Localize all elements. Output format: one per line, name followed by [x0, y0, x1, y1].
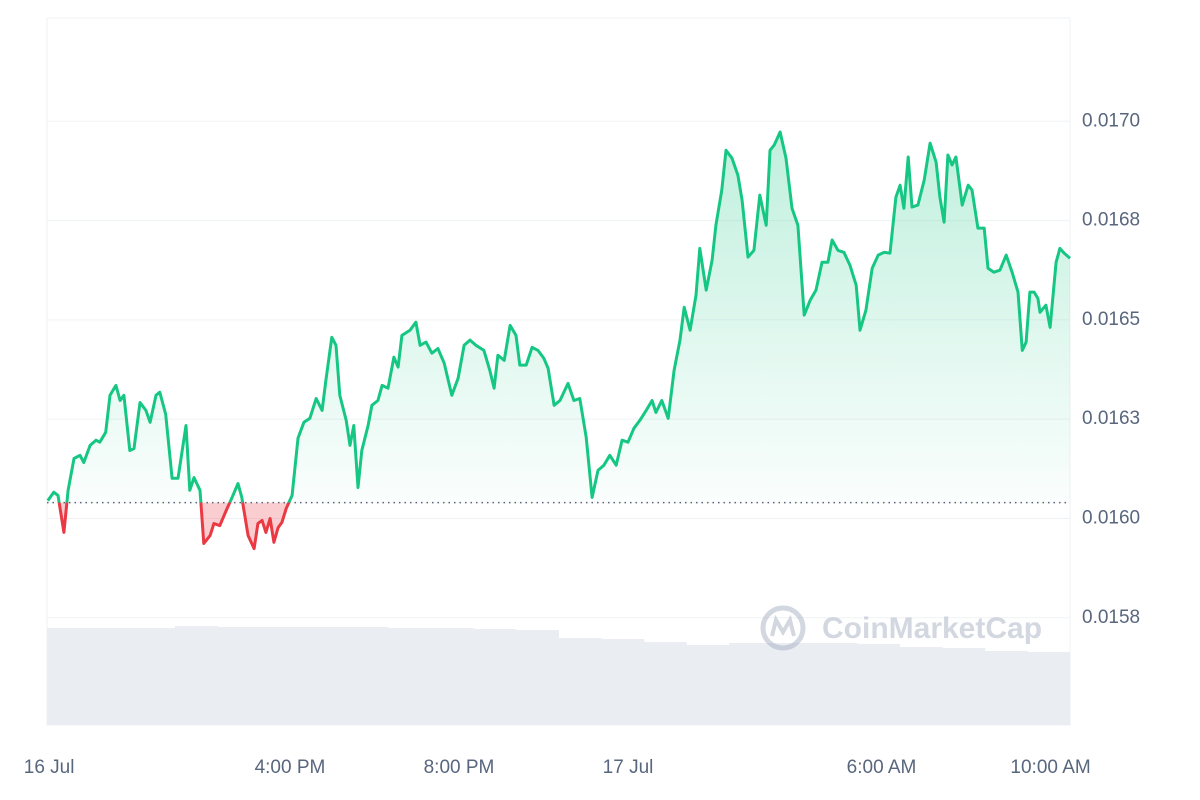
y-tick-label: 0.0158	[1082, 607, 1140, 628]
y-tick-label: 0.0168	[1082, 210, 1140, 231]
volume-bar	[217, 627, 261, 725]
volume-bar	[260, 627, 304, 725]
volume-bar	[814, 643, 858, 725]
volume-bar	[558, 638, 602, 725]
y-tick-label: 0.0160	[1082, 507, 1140, 528]
price-line	[46, 130, 1071, 551]
volume-bar	[643, 642, 687, 725]
watermark-logo-mark	[770, 614, 796, 637]
volume-bar	[984, 651, 1028, 725]
x-tick-label: 16 Jul	[24, 757, 75, 778]
watermark: CoinMarketCap	[760, 605, 1042, 651]
volume-bar	[686, 645, 730, 725]
volume-bar	[942, 648, 986, 725]
volume-bar	[729, 643, 773, 725]
watermark-text: CoinMarketCap	[822, 612, 1042, 645]
volume-bar	[430, 628, 474, 725]
volume-bar	[856, 644, 900, 725]
y-tick-label: 0.0163	[1082, 408, 1140, 429]
volume-bar	[47, 628, 91, 725]
volume-bar	[899, 647, 943, 725]
x-tick-label: 8:00 PM	[424, 757, 495, 778]
x-tick-label: 17 Jul	[603, 757, 654, 778]
price-area	[47, 132, 1071, 549]
volume-bar	[601, 639, 645, 725]
volume-bar	[1027, 652, 1071, 725]
x-tick-label: 10:00 AM	[1010, 757, 1090, 778]
y-tick-label: 0.0165	[1082, 309, 1140, 330]
volume-bar	[132, 628, 176, 725]
watermark-logo	[760, 605, 806, 651]
volume-bar	[345, 627, 389, 725]
x-tick-label: 6:00 AM	[847, 757, 917, 778]
volume-bar	[515, 630, 559, 725]
volume-bar	[89, 628, 133, 725]
x-tick-label: 4:00 PM	[255, 757, 326, 778]
y-tick-label: 0.0170	[1082, 110, 1140, 131]
volume-bar	[473, 629, 517, 725]
volume-bar	[771, 643, 815, 725]
volume-bar	[388, 628, 432, 725]
volume-bar	[302, 627, 346, 725]
volume-bar	[174, 626, 218, 725]
